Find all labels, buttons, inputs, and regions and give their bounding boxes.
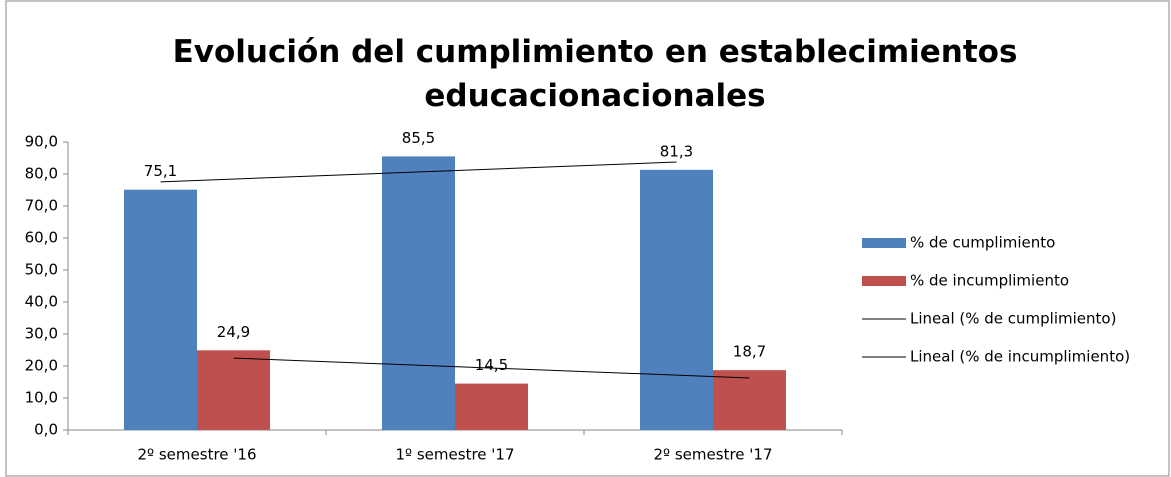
bar	[382, 156, 455, 430]
y-tick-label: 30,0	[25, 325, 58, 343]
y-tick-label: 80,0	[25, 165, 58, 183]
value-label: 81,3	[660, 142, 693, 160]
chart-title: Evolución del cumplimiento en establecim…	[172, 34, 1018, 114]
y-tick-label: 10,0	[25, 389, 58, 407]
y-tick-label: 0,0	[34, 421, 58, 439]
y-tick-label: 50,0	[25, 261, 58, 279]
y-tick-label: 70,0	[25, 197, 58, 215]
legend-swatch	[862, 238, 906, 248]
bar	[640, 169, 713, 430]
y-tick-label: 20,0	[25, 357, 58, 375]
value-label: 85,5	[402, 129, 435, 147]
x-tick-label: 2º semestre '16	[137, 446, 256, 464]
value-label: 14,5	[475, 356, 508, 374]
bar	[197, 350, 270, 430]
legend-label: Lineal (% de incumplimiento)	[910, 348, 1130, 366]
value-label: 75,1	[144, 162, 177, 180]
chart-border	[5, 0, 1170, 477]
bar	[713, 370, 786, 430]
legend-label: Lineal (% de cumplimiento)	[910, 310, 1116, 328]
trendline	[160, 161, 677, 183]
value-label: 24,9	[217, 323, 250, 341]
y-tick-label: 90,0	[25, 133, 58, 151]
value-label: 18,7	[733, 343, 766, 361]
x-tick-label: 1º semestre '17	[395, 446, 514, 464]
bar	[455, 383, 528, 430]
legend-swatch	[862, 276, 906, 286]
legend-label: % de incumplimiento	[910, 272, 1069, 290]
x-tick-label: 2º semestre '17	[653, 446, 772, 464]
trendline	[233, 357, 750, 379]
y-tick-label: 60,0	[25, 229, 58, 247]
bar	[124, 189, 197, 430]
legend-label: % de cumplimiento	[910, 234, 1055, 252]
y-tick-label: 40,0	[25, 293, 58, 311]
